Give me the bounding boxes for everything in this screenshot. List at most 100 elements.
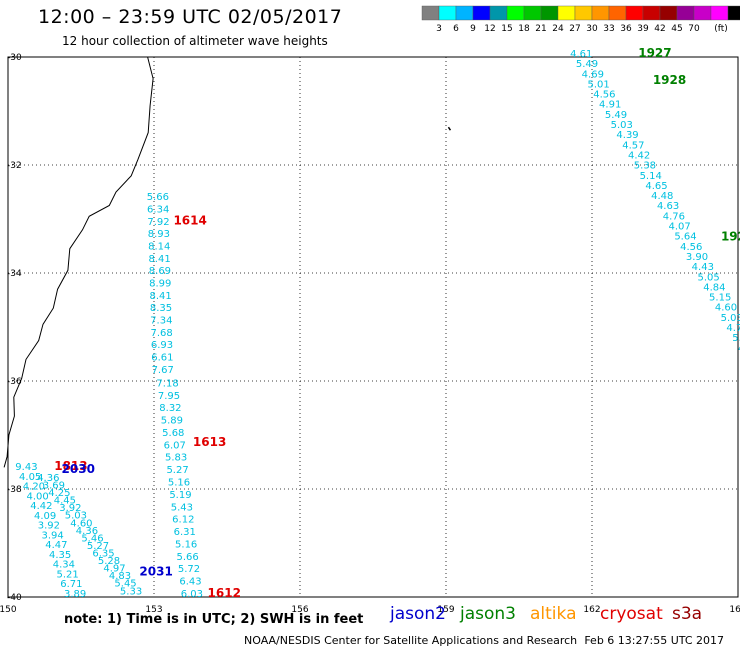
scale-label: 24 [552,24,564,34]
wave-height-value: 5.14 [640,171,662,182]
scale-label: 33 [603,24,614,34]
wave-height-value: 5.43 [171,502,193,513]
wave-height-value: 5.64 [674,232,696,243]
footnote: note: 1) Time is in UTC; 2) SWH is in fe… [64,612,364,627]
map-title: 12:00 – 23:59 UTC 02/05/2017 [38,6,343,28]
map-frame [7,56,739,598]
wave-height-value: 8.99 [149,279,171,290]
track-ne: 4.615.494.695.014.564.915.495.034.394.57… [570,49,740,354]
wave-height-value: 5.45 [114,579,136,590]
wave-height-value: 5.72 [178,564,200,575]
wave-height-value: 3.90 [686,252,708,263]
lon-label: 159 [437,605,454,615]
wave-height-value: 8.41 [148,254,170,265]
pass-label: 2031 [139,564,172,578]
lat-label: -38 [7,485,22,495]
wave-height-value: 3.94 [42,530,64,541]
wave-height-value: 5.89 [161,416,183,427]
lon-label: 162 [583,605,600,615]
wave-height-value: 6.07 [164,440,186,451]
pass-label: 1613 [193,435,226,449]
track-coast-b: 4.363.694.254.453.925.034.604.365.465.27… [37,473,142,597]
wave-height-value: 5.27 [87,541,109,552]
wave-height-value: 5.01 [587,79,609,90]
wave-height-value: 6.31 [174,527,196,538]
wave-height-value: 3.92 [59,503,81,514]
wave-height-value: 5.21 [56,569,78,580]
wave-height-value: 5.03 [65,511,87,522]
wave-height-value: 5.16 [175,539,197,550]
scale-label: 42 [654,24,665,34]
wave-height-value: 4.42 [30,501,52,512]
scale-label: 9 [470,24,476,34]
lat-label: -36 [7,377,22,387]
wave-height-value: 5.27 [166,465,188,476]
wave-height-value: 6.71 [60,579,82,590]
wave-height-value: 5.28 [98,556,120,567]
wave-height-value: 6.35 [92,549,114,560]
lat-label: -40 [7,593,22,603]
wave-height-value: 7.92 [147,217,169,228]
map-subtitle: 12 hour collection of altimeter wave hei… [62,34,328,48]
wave-height-value: 6.43 [179,577,201,588]
pass-label: 2030 [62,462,95,476]
color-scale-bar: 3 6 9 12 15 18 21 24 27 30 33 36 39 42 45 70 (ft) [421,5,740,34]
pass-label: 1927 [638,46,671,60]
wave-height-value: 4.76 [663,211,685,222]
lat-label: -30 [7,53,22,63]
wave-height-value: 6.34 [147,204,169,215]
satellite-legend-jason3: jason3 [460,604,516,624]
wave-height-map: -30 -32 -34 -36 -38 -40 150 153 156 159 162 165 4.61… [0,46,740,615]
wave-height-value: 4.00 [27,491,49,502]
wave-height-value: 4.79 [726,323,740,334]
wave-height-value: 5.03 [721,313,740,324]
wave-height-value: 4.56 [680,242,702,253]
wave-height-value: 8.14 [148,241,170,252]
wave-height-value: 4.43 [692,262,714,273]
wave-height-value: 4.57 [622,140,644,151]
wave-height-value: 4.69 [582,69,604,80]
scale-label: 36 [620,24,632,34]
wave-height-value: 4.83 [109,571,131,582]
wave-height-value: 5.15 [709,293,731,304]
wave-height-value: 7.67 [152,365,174,376]
wave-height-value: 6.03 [181,589,203,600]
wave-height-value: 7.95 [158,391,180,402]
wave-height-value: 4.35 [49,550,71,561]
wave-height-value: 5.46 [81,533,103,544]
scale-label: 12 [484,24,495,34]
wave-height-value: 5.05 [697,272,719,283]
scale-unit: (ft) [714,24,728,34]
wave-height-value: 8.35 [150,303,172,314]
pass-label: 1928 [653,73,686,87]
wave-height-value: 4.63 [657,201,679,212]
wave-height-value: 5.33 [120,586,142,597]
wave-height-value: 5.03 [611,120,633,131]
wave-height-value: 3.92 [38,521,60,532]
lat-label: -34 [7,269,22,279]
wave-height-value: 5.38 [634,161,656,172]
pass-label: 1929 [721,230,740,244]
wave-height-value: 4.05 [19,472,41,483]
wave-height-value: 4.65 [645,181,667,192]
wave-height-value: 4.07 [669,222,691,233]
wave-height-value: 5.49 [605,110,627,121]
lon-label: 150 [0,605,17,615]
wave-height-value: 5.2 [732,333,740,344]
wave-height-value: 4 [738,343,740,354]
wave-height-value: 8.69 [149,266,171,277]
scale-label: 27 [569,24,580,34]
color-swatch [727,5,740,21]
wave-height-value: 4.45 [54,496,76,507]
track-153-south: 7.187.958.325.895.686.075.835.275.165.19… [156,378,203,600]
wave-height-value: 4.61 [570,49,592,60]
wave-height-value: 7.68 [151,328,173,339]
wave-height-value: 4.84 [703,282,725,293]
wave-height-value: 5.16 [168,478,190,489]
wave-height-value: 4.48 [651,191,673,202]
wave-height-value: 8.93 [148,229,170,240]
satellite-legend-s3a: s3a [672,604,703,624]
island [447,126,452,131]
scale-label: 45 [671,24,682,34]
wave-height-value: 4.36 [37,473,59,484]
